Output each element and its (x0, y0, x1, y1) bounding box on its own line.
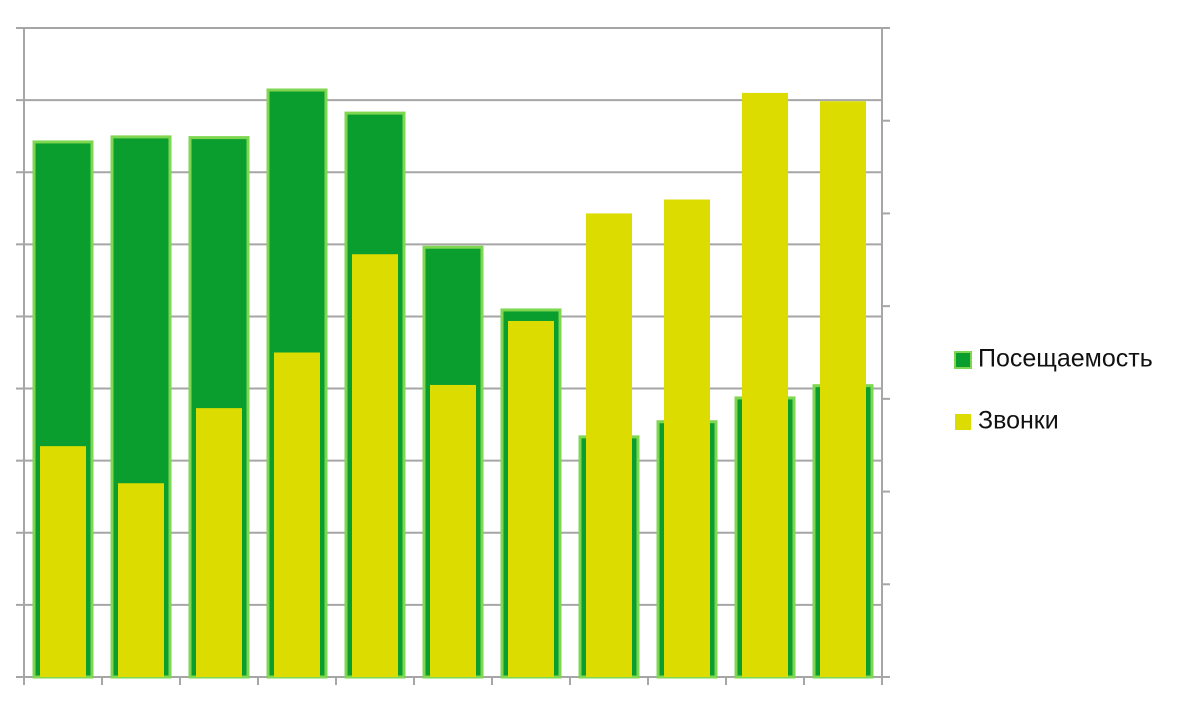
bar (430, 384, 476, 677)
bar (118, 483, 164, 677)
bar (508, 320, 554, 677)
legend-label: Посещаемость (978, 345, 1153, 373)
bar (742, 92, 788, 677)
bar (40, 446, 86, 677)
bar (664, 199, 710, 677)
legend-swatch (955, 414, 971, 430)
legend-label: Звонки (978, 407, 1059, 435)
bar (274, 352, 320, 677)
bar (196, 408, 242, 677)
bar (352, 254, 398, 678)
bar (586, 213, 632, 677)
bar (820, 101, 866, 678)
legend-swatch (954, 351, 972, 369)
